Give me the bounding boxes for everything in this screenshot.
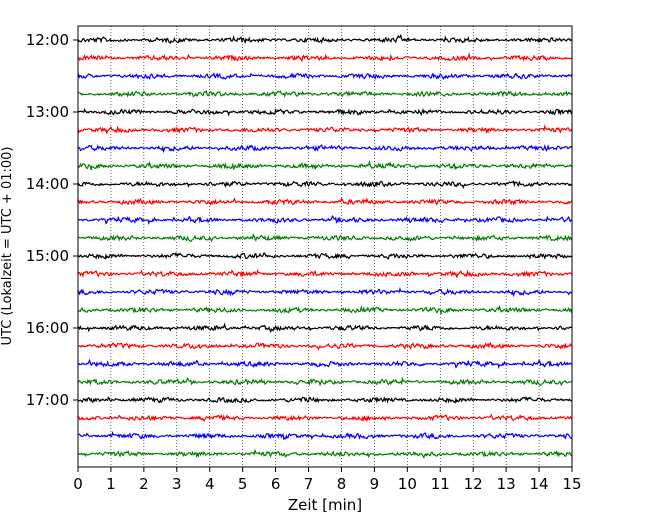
- y-tick-label: 12:00: [26, 31, 69, 49]
- trace-1300: [77, 107, 573, 117]
- trace-1215: [77, 52, 573, 63]
- trace-1230: [77, 72, 573, 80]
- x-tick-label: 5: [238, 475, 248, 493]
- trace-1545: [77, 304, 573, 315]
- y-axis-ticks: 12:00 13:00 14:00 15:00 16:00 17:00: [26, 31, 78, 409]
- x-tick-label: 15: [562, 475, 581, 493]
- trace-1415: [77, 197, 573, 206]
- y-tick-label: 13:00: [26, 103, 69, 121]
- traces-group: [77, 33, 573, 459]
- x-tick-label: 9: [370, 475, 380, 493]
- x-tick-label: 1: [106, 475, 116, 493]
- x-tick-label: 13: [497, 475, 516, 493]
- trace-1745: [77, 448, 573, 459]
- x-tick-label: 0: [73, 475, 83, 493]
- x-tick-label: 14: [530, 475, 549, 493]
- x-tick-label: 7: [304, 475, 314, 493]
- y-tick-label: 16:00: [26, 319, 69, 337]
- trace-1630: [77, 358, 573, 369]
- x-tick-label: 4: [205, 475, 215, 493]
- trace-1400: [77, 180, 573, 190]
- trace-1245: [77, 90, 573, 98]
- trace-1730: [77, 431, 573, 441]
- trace-1715: [77, 413, 573, 423]
- trace-1445: [77, 233, 573, 243]
- trace-1600: [77, 322, 573, 334]
- x-tick-label: 8: [337, 475, 347, 493]
- trace-1500: [77, 251, 573, 260]
- x-tick-label: 6: [271, 475, 281, 493]
- x-axis-ticks: 0 1 2 3 4 5 6 7 8 9 10 11 12 13 14 15: [73, 467, 582, 493]
- trace-1530: [77, 287, 573, 298]
- trace-1200: [77, 33, 573, 44]
- x-tick-label: 2: [139, 475, 149, 493]
- y-axis-label: UTC (Lokalzeit = UTC + 01:00): [0, 147, 15, 346]
- trace-1345: [77, 159, 573, 171]
- x-tick-label: 12: [464, 475, 483, 493]
- trace-1645: [77, 376, 573, 387]
- x-tick-label: 10: [398, 475, 417, 493]
- y-tick-label: 14:00: [26, 175, 69, 193]
- x-axis-label: Zeit [min]: [288, 496, 362, 514]
- trace-1515: [77, 268, 573, 278]
- y-tick-label: 15:00: [26, 247, 69, 265]
- trace-1430: [77, 214, 573, 226]
- trace-1615: [77, 342, 573, 351]
- plot-frame: [77, 25, 573, 468]
- y-tick-label: 17:00: [26, 391, 69, 409]
- trace-1700: [77, 396, 573, 404]
- plot-background: [78, 26, 572, 467]
- x-tick-label: 11: [431, 475, 450, 493]
- trace-1330: [77, 143, 573, 154]
- x-tick-label: 3: [172, 475, 182, 493]
- trace-1315: [77, 124, 573, 134]
